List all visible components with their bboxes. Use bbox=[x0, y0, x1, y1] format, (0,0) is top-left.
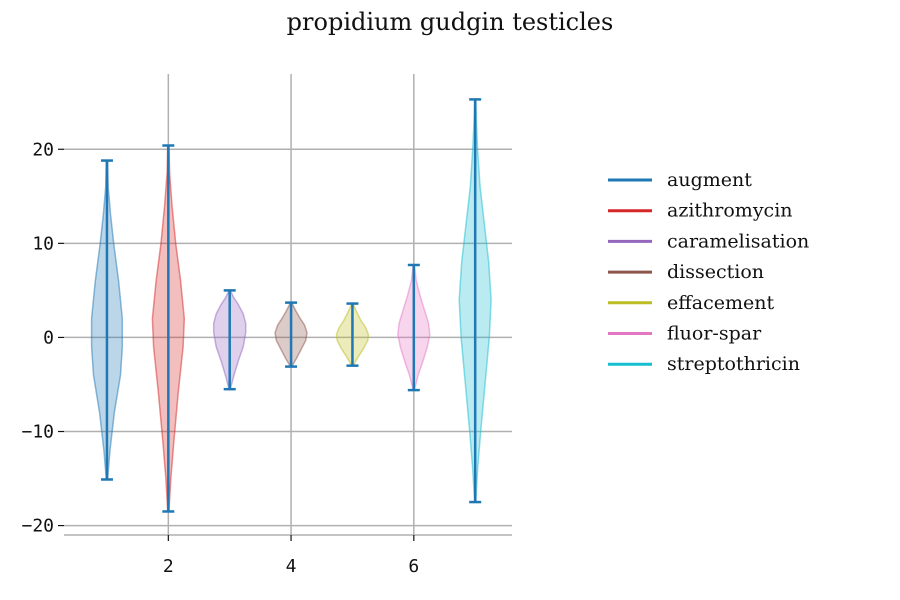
stat-lines bbox=[100, 98, 482, 513]
y-tick-label: −20 bbox=[21, 516, 54, 537]
legend-label-fluor-spar: fluor-spar bbox=[667, 323, 762, 345]
x-tick-label: 6 bbox=[408, 556, 419, 577]
legend-label-augment: augment bbox=[667, 169, 752, 191]
legend-label-dissection: dissection bbox=[667, 261, 764, 283]
grid bbox=[64, 74, 512, 535]
y-tick-label: 20 bbox=[32, 139, 54, 160]
legend-label-caramelisation: caramelisation bbox=[667, 230, 809, 252]
axes: −20 −10 0 10 20 2 4 6 bbox=[21, 139, 512, 577]
y-tick-label: 0 bbox=[43, 327, 54, 348]
x-tick-label: 2 bbox=[163, 556, 174, 577]
legend-label-effacement: effacement bbox=[667, 292, 774, 314]
y-tick-label: 10 bbox=[32, 233, 54, 254]
chart-title: propidium gudgin testicles bbox=[287, 8, 614, 36]
legend-label-streptothricin: streptothricin bbox=[667, 353, 800, 375]
legend-label-azithromycin: azithromycin bbox=[667, 200, 793, 222]
x-tick-label: 4 bbox=[286, 556, 297, 577]
legend: augment azithromycin caramelisation dissect… bbox=[608, 169, 809, 375]
y-tick-label: −10 bbox=[21, 422, 54, 443]
